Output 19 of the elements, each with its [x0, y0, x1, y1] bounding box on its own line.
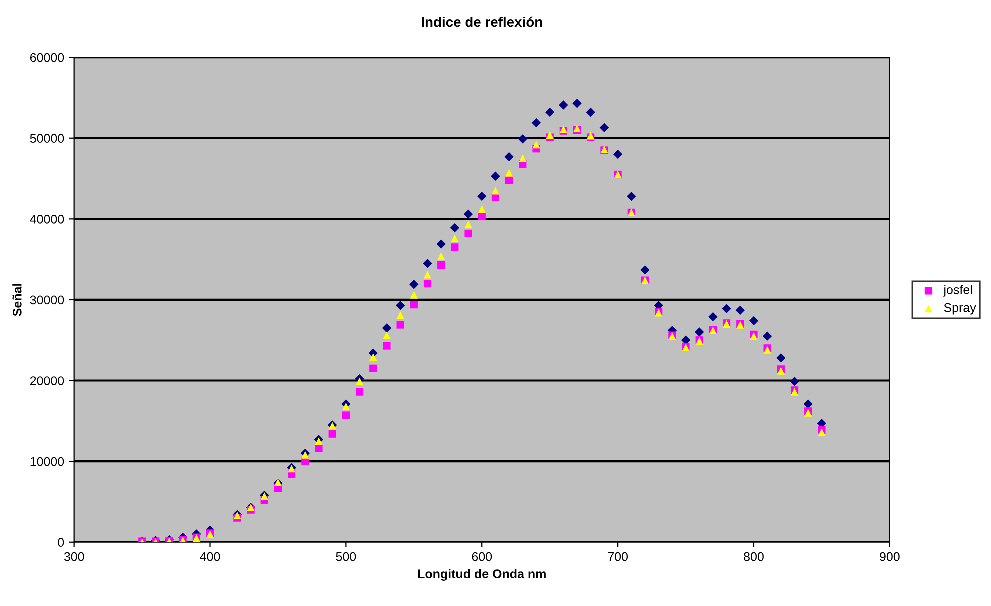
legend-label: josfel	[943, 285, 972, 297]
x-tick-label: 300	[64, 552, 84, 562]
chart-title: Indice de reflexión	[422, 16, 542, 28]
x-tick-label: 400	[200, 552, 220, 562]
y-axis-title: Señal	[12, 284, 22, 316]
x-axis-title: Longitud de Onda nm	[418, 569, 546, 582]
x-tick-label: 900	[880, 552, 900, 562]
x-tick-label: 500	[336, 552, 356, 562]
y-tick-label: 20000	[30, 376, 64, 386]
y-tick-label: 30000	[30, 296, 64, 305]
legend-label: Spray	[944, 303, 976, 315]
x-tick-label: 700	[608, 552, 628, 562]
y-tick-label: 0	[58, 538, 64, 548]
y-tick-label: 10000	[30, 457, 64, 466]
x-tick-label: 600	[472, 552, 492, 562]
y-tick-label: 50000	[30, 134, 64, 144]
y-tick-label: 60000	[30, 53, 64, 62]
x-tick-label: 800	[744, 552, 764, 562]
y-tick-label: 40000	[30, 214, 64, 224]
